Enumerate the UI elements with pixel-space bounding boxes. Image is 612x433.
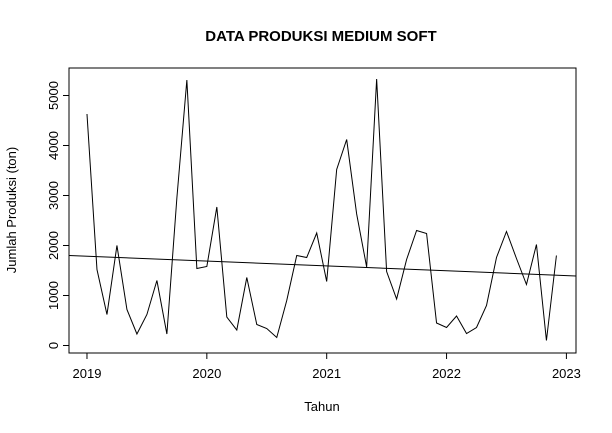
y-tick-label: 1000 — [46, 281, 61, 310]
x-tick-label: 2022 — [432, 366, 461, 381]
x-axis: 2019 2020 2021 2022 2023 — [73, 352, 581, 381]
y-tick-label: 5000 — [46, 81, 61, 110]
production-series-line — [86, 78, 557, 341]
x-tick-label: 2023 — [552, 366, 581, 381]
plot-frame — [68, 67, 577, 354]
y-tick-label: 4000 — [46, 131, 61, 160]
series-layer — [68, 78, 577, 341]
x-tick-label: 2019 — [73, 366, 102, 381]
x-axis-label: Tahun — [304, 399, 339, 414]
y-axis-label: Jumlah Produksi (ton) — [4, 147, 19, 273]
y-tick-label: 0 — [46, 342, 61, 349]
x-tick-label: 2021 — [312, 366, 341, 381]
y-axis: 0 1000 2000 3000 4000 5000 — [46, 81, 70, 349]
trend-line — [68, 255, 577, 277]
x-tick-label: 2020 — [192, 366, 221, 381]
chart-title: DATA PRODUKSI MEDIUM SOFT — [205, 28, 436, 45]
y-tick-label: 2000 — [46, 231, 61, 260]
y-tick-label: 3000 — [46, 181, 61, 210]
